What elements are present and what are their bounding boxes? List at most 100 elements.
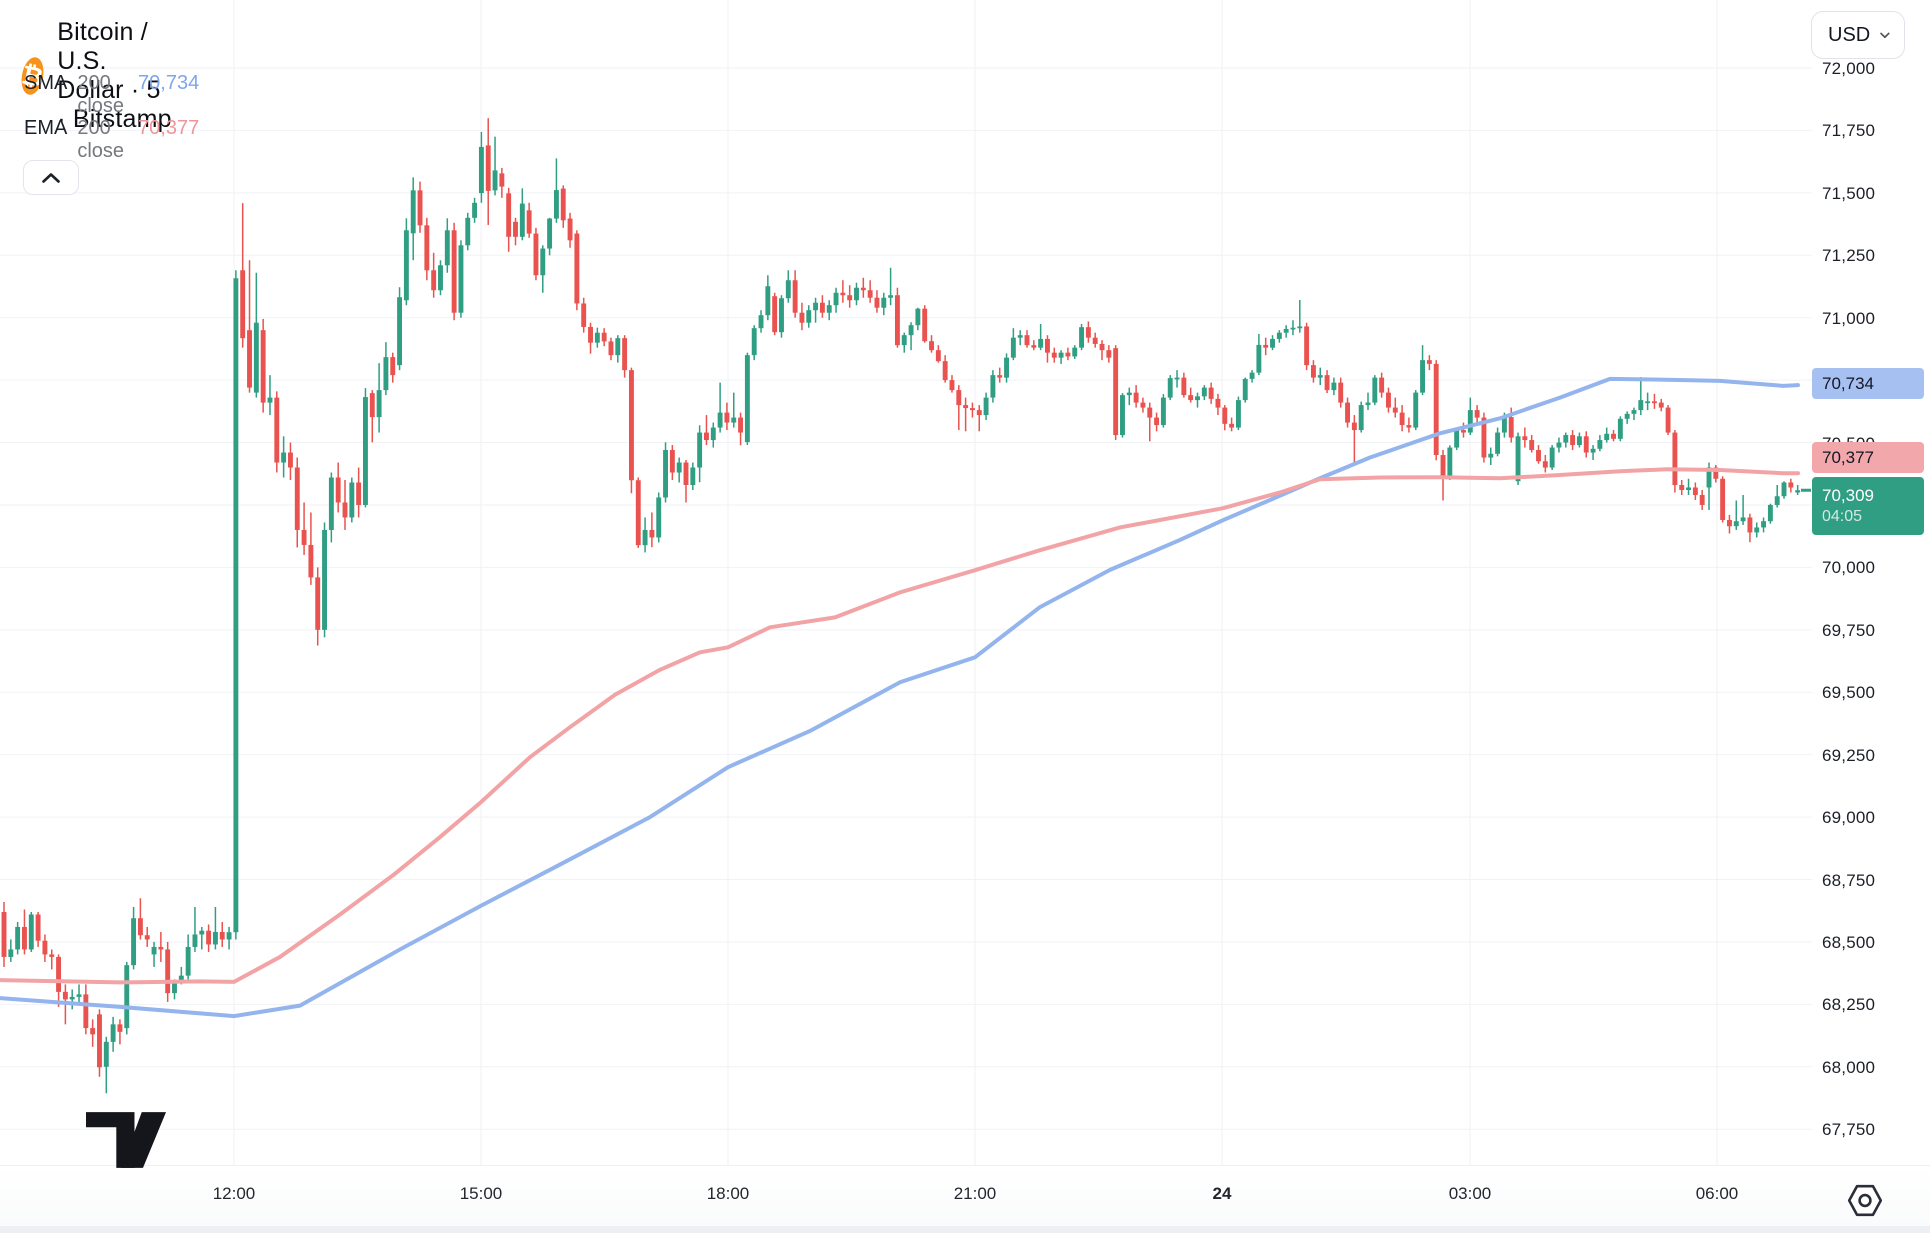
candle-body <box>397 297 403 366</box>
candle-body <box>233 278 239 933</box>
candle-body <box>240 270 246 339</box>
candle-body <box>785 280 791 299</box>
ema-badge: 70,377 <box>1812 442 1924 473</box>
candle-body <box>376 390 382 418</box>
candle-body <box>1651 401 1657 404</box>
candle-body <box>124 965 130 1029</box>
candle-body <box>1665 407 1671 433</box>
candle-body <box>601 332 607 342</box>
time-axis-label: 15:00 <box>459 1184 503 1203</box>
candle-body <box>69 996 75 1000</box>
candle-body <box>308 544 314 578</box>
candle-body <box>103 1041 109 1067</box>
symbol-title: Bitcoin / U.S. Dollar · 5 · Bitstamp <box>57 18 172 133</box>
candle-body <box>1733 521 1739 527</box>
price-badge: 70,309 04:05 <box>1812 477 1924 535</box>
candle-body <box>1072 347 1078 357</box>
candle-body <box>158 946 164 950</box>
candle-body <box>792 280 798 313</box>
time-axis[interactable]: 12:00 15:00 18:00 21:00 24 03:00 06:00 <box>0 1165 1930 1226</box>
candle-body <box>1576 436 1582 446</box>
candle-body <box>1242 378 1248 401</box>
candle-body <box>137 918 143 936</box>
candle-body <box>1297 326 1303 329</box>
candle-body <box>42 940 48 955</box>
time-axis-label: 12:00 <box>212 1184 256 1203</box>
candle-body <box>1672 432 1678 485</box>
candle-body <box>1147 407 1153 418</box>
candle-body <box>165 949 171 994</box>
price-axis-label: 69,000 <box>1822 808 1876 828</box>
candle-body <box>935 350 941 362</box>
candle-body <box>765 286 771 316</box>
candle-body <box>976 410 982 416</box>
candle-body <box>813 302 819 311</box>
candle-body <box>942 361 948 381</box>
price-axis-label: 71,500 <box>1822 183 1876 203</box>
candle-body <box>1658 402 1664 408</box>
candle-body <box>642 529 648 546</box>
candle-body <box>1263 344 1269 348</box>
candle-body <box>567 218 573 241</box>
candle-body <box>1720 478 1726 520</box>
candle-body <box>83 994 89 1029</box>
candle-body <box>287 452 293 468</box>
candle-body <box>1229 423 1235 428</box>
candle-body <box>1392 407 1398 413</box>
candle-body <box>383 357 389 391</box>
candle-body <box>185 946 191 976</box>
candle-body <box>472 202 478 218</box>
chart-plot-area[interactable] <box>0 0 1812 1165</box>
candle-body <box>1617 418 1623 439</box>
candle-body <box>247 330 252 388</box>
candle-body <box>1126 392 1132 396</box>
candle-body <box>758 315 764 329</box>
candle-body <box>485 145 491 191</box>
candle-body <box>533 233 539 276</box>
candle-body <box>860 287 866 291</box>
candle-body <box>519 203 525 237</box>
collapse-indicators-button[interactable] <box>23 160 79 195</box>
tradingview-logo[interactable] <box>86 1112 166 1173</box>
candle-body <box>819 302 825 313</box>
candle-body <box>1167 378 1173 398</box>
candle-body <box>1345 402 1350 423</box>
price-axis[interactable]: 72,00071,75071,50071,25071,00070,75070,5… <box>1812 0 1930 1165</box>
price-axis-label: 70,000 <box>1822 558 1876 578</box>
candle-body <box>628 370 634 481</box>
candle-body <box>90 1028 96 1035</box>
settings-hexagon-icon[interactable] <box>1846 1182 1884 1218</box>
badge-price: 70,309 <box>1822 486 1874 505</box>
candle-body <box>1195 396 1200 401</box>
candle-body <box>1154 417 1160 426</box>
indicator-value: 70,377 <box>138 117 200 139</box>
indicator-row-ema[interactable]: EMA 200 close 70,377 <box>24 117 199 163</box>
candle-body <box>1611 433 1616 439</box>
candle-body <box>1761 521 1767 528</box>
candle-body <box>1788 482 1794 488</box>
candle-body <box>738 417 744 433</box>
candle-body <box>1140 402 1146 408</box>
candle-body <box>1215 398 1221 408</box>
price-axis-label: 69,750 <box>1822 620 1876 640</box>
candle-body <box>1120 395 1125 436</box>
candle-body <box>1604 433 1610 441</box>
candle-body <box>1379 377 1385 393</box>
horizontal-scrollbar[interactable] <box>0 1226 1930 1233</box>
candle-body <box>649 529 655 538</box>
candle-body <box>1631 410 1637 414</box>
candle-body <box>922 308 928 342</box>
candle-body <box>97 1014 102 1068</box>
price-axis-label: 69,250 <box>1822 745 1876 765</box>
candle-body <box>1386 392 1391 408</box>
candle-body <box>499 173 505 187</box>
symbol-title-row[interactable]: ₿ Bitcoin / U.S. Dollar · 5 · Bitstamp <box>18 18 173 134</box>
indicator-row-sma[interactable]: SMA 200 close 70,734 <box>24 72 199 118</box>
candle-body <box>1781 482 1787 497</box>
candle-body <box>35 914 41 941</box>
currency-selector[interactable]: USD <box>1811 11 1905 59</box>
candle-body <box>172 981 177 994</box>
candle-body <box>1045 338 1050 353</box>
candle-body <box>1447 447 1453 478</box>
chevron-down-icon <box>1880 32 1890 38</box>
